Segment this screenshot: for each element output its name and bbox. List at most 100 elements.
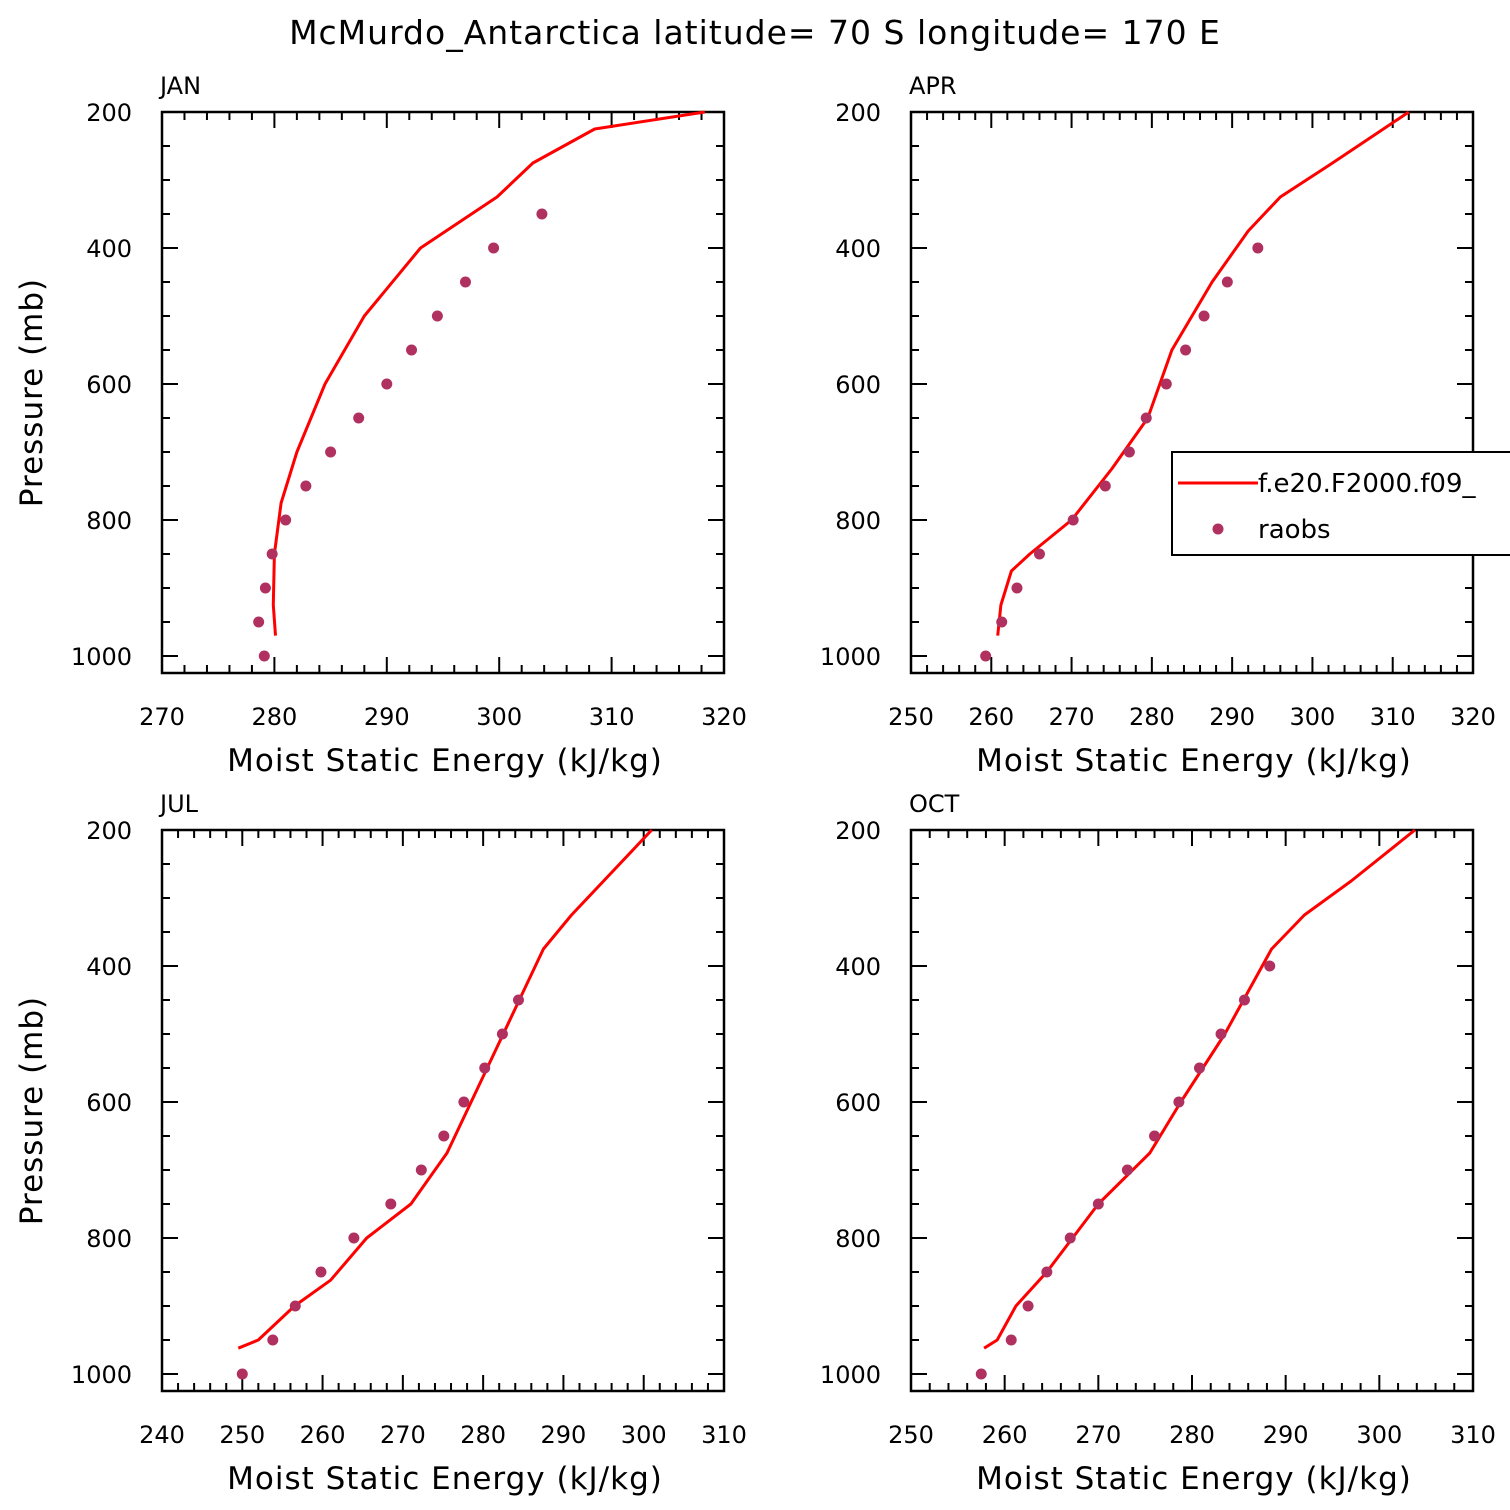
x-tick-label: 310 (1370, 703, 1416, 731)
x-tick-label: 250 (888, 703, 934, 731)
plot-frame-oct (909, 828, 1475, 1393)
plot-frame-apr (909, 110, 1475, 675)
y-tick-label: 600 (835, 1089, 881, 1117)
x-tick-label: 250 (219, 1421, 265, 1449)
panel-label-jul: JUL (158, 790, 199, 818)
x-tick-label: 320 (1450, 703, 1496, 731)
raobs-point (488, 242, 500, 254)
raobs-point (512, 994, 524, 1006)
x-tick-label: 270 (139, 703, 185, 731)
raobs-point (479, 1062, 491, 1074)
x-tick-label: 300 (1290, 703, 1336, 731)
raobs-point (289, 1300, 301, 1312)
raobs-point (253, 616, 265, 628)
panel-label-apr: APR (909, 72, 957, 100)
y-axis-label: Pressure (mb) (14, 996, 50, 1225)
y-tick-label: 800 (835, 1225, 881, 1253)
raobs-point (496, 1028, 508, 1040)
raobs-point (267, 1334, 279, 1346)
x-tick-label: 260 (982, 1421, 1028, 1449)
raobs-point (459, 276, 471, 288)
x-tick-label: 260 (300, 1421, 346, 1449)
raobs-point (315, 1266, 327, 1278)
x-axis-label: Moist Static Energy (kJ/kg) (227, 743, 663, 779)
y-axis-label: Pressure (mb) (14, 278, 50, 507)
raobs-point (1067, 514, 1079, 526)
panel-oct: 250 260 270 280 290 300 310 200 400 600 800 1000 OCT… (820, 790, 1496, 1497)
raobs-point (458, 1096, 470, 1108)
x-tick-label: 250 (888, 1421, 934, 1449)
y-tick-label: 200 (86, 817, 132, 845)
raobs-point (406, 344, 418, 356)
legend-box (1171, 451, 1510, 556)
y-tick-label: 600 (86, 1089, 132, 1117)
raobs-point (300, 480, 312, 492)
raobs-point (1193, 1062, 1205, 1074)
raobs-point (236, 1368, 248, 1380)
model-line-jul (237, 828, 653, 1350)
x-tick-label: 290 (1209, 703, 1255, 731)
y-tick-label: 1000 (71, 1361, 132, 1389)
y-tick-label: 200 (835, 99, 881, 127)
raobs-point (996, 616, 1008, 628)
x-tick-label: 290 (541, 1421, 587, 1449)
raobs-point (431, 310, 443, 322)
raobs-point (1033, 548, 1045, 560)
y-tick-label: 800 (86, 1225, 132, 1253)
raobs-point (1238, 994, 1250, 1006)
raobs-point (1064, 1232, 1076, 1244)
raobs-point (385, 1198, 397, 1210)
raobs-point (1123, 446, 1135, 458)
raobs-point (1215, 1028, 1227, 1040)
y-tick-label: 600 (86, 371, 132, 399)
raobs-point (280, 514, 292, 526)
x-tick-label: 310 (589, 703, 635, 731)
x-tick-label: 290 (1263, 1421, 1309, 1449)
y-tick-label: 600 (835, 371, 881, 399)
legend-label-model: f.e20.F2000.f09_ (1258, 469, 1476, 499)
y-tick-label: 400 (86, 235, 132, 263)
legend-label-raobs: raobs (1258, 515, 1331, 545)
raobs-point (1005, 1334, 1017, 1346)
x-tick-label: 300 (1356, 1421, 1402, 1449)
raobs-point (1252, 242, 1264, 254)
raobs-point (1198, 310, 1210, 322)
raobs-point (1099, 480, 1111, 492)
x-tick-label: 280 (1129, 703, 1175, 731)
y-tick-label: 1000 (71, 643, 132, 671)
y-tick-label: 200 (86, 99, 132, 127)
raobs-point (415, 1164, 427, 1176)
raobs-point (1221, 276, 1233, 288)
raobs-point (348, 1232, 360, 1244)
raobs-point (980, 650, 992, 662)
panel-apr: 250 260 270 280 290 300 310 320 200 400 600 800 1000… (820, 72, 1496, 779)
y-tick-label: 800 (86, 507, 132, 535)
x-tick-label: 280 (460, 1421, 506, 1449)
y-tick-label: 1000 (820, 1361, 881, 1389)
raobs-point (266, 548, 278, 560)
panel-jul: 240 250 260 270 280 290 300 310 200 400 600 800 1000… (14, 790, 747, 1497)
raobs-point (975, 1368, 987, 1380)
raobs-point (259, 582, 271, 594)
x-axis-label: Moist Static Energy (kJ/kg) (976, 1461, 1412, 1497)
y-tick-label: 400 (835, 235, 881, 263)
raobs-point (1173, 1096, 1185, 1108)
x-tick-label: 240 (139, 1421, 185, 1449)
plot-frame-jan (160, 110, 726, 675)
x-tick-label: 270 (380, 1421, 426, 1449)
x-tick-label: 320 (701, 703, 747, 731)
x-tick-label: 270 (1049, 703, 1095, 731)
x-tick-label: 280 (1169, 1421, 1215, 1449)
x-tick-label: 270 (1075, 1421, 1121, 1449)
raobs-point (1121, 1164, 1133, 1176)
y-tick-label: 200 (835, 817, 881, 845)
raobs-point (536, 208, 548, 220)
raobs-point (1180, 344, 1192, 356)
panels: 270 280 290 300 310 320 200 400 600 800 1000 JAN Moi… (14, 72, 1496, 1497)
y-tick-label: 400 (86, 953, 132, 981)
raobs-point (1160, 378, 1172, 390)
raobs-point (381, 378, 393, 390)
raobs-point (1022, 1300, 1034, 1312)
raobs-point (353, 412, 365, 424)
